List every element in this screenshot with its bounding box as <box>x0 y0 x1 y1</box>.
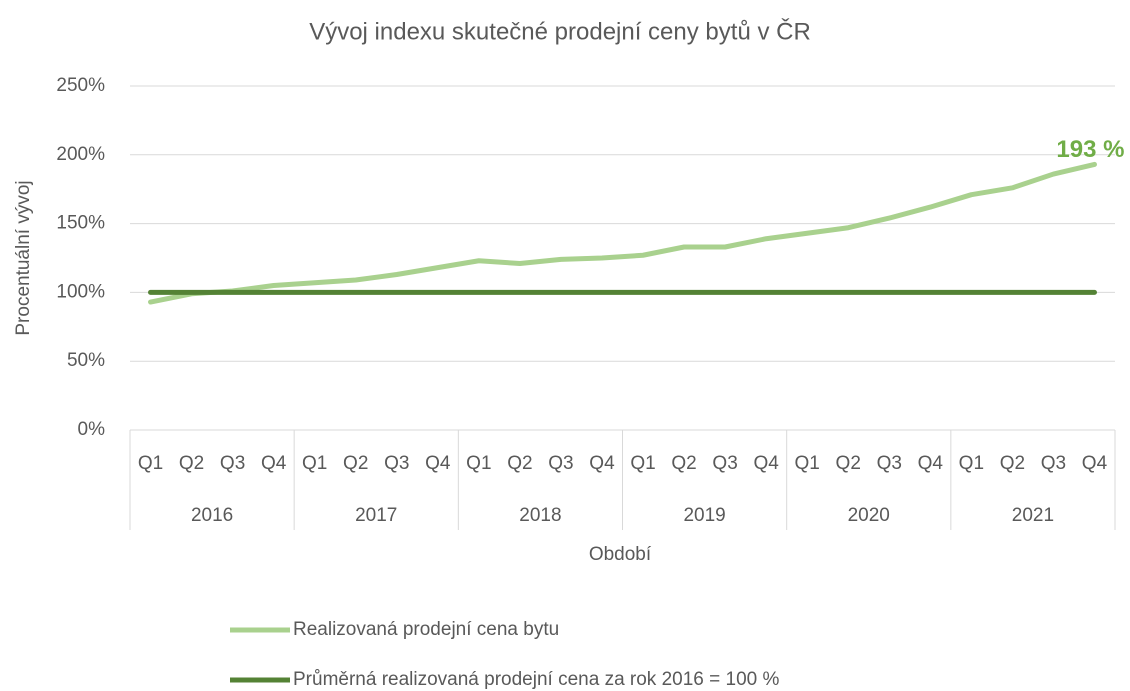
x-tick-label: Q1 <box>630 453 655 474</box>
x-tick-label: Q2 <box>343 453 368 474</box>
x-tick-label: Q4 <box>918 453 944 474</box>
x-tick-label: Q3 <box>1041 453 1066 474</box>
x-group-label: 2020 <box>848 505 890 526</box>
x-tick-label: Q4 <box>425 453 451 474</box>
x-tick-label: Q1 <box>302 453 327 474</box>
x-group-label: 2017 <box>355 505 397 526</box>
y-tick-label: 150% <box>56 213 105 234</box>
x-tick-label: Q4 <box>261 453 287 474</box>
x-tick-label: Q1 <box>795 453 820 474</box>
legend-label: Průměrná realizovaná prodejní cena za ro… <box>293 669 779 690</box>
y-tick-label: 100% <box>56 281 105 302</box>
series-line <box>148 161 1097 305</box>
x-tick-label: Q3 <box>384 453 409 474</box>
x-tick-label: Q2 <box>179 453 204 474</box>
x-group-label: 2018 <box>519 505 561 526</box>
legend-label: Realizovaná prodejní cena bytu <box>293 619 559 640</box>
x-tick-label: Q4 <box>1082 453 1108 474</box>
x-tick-label: Q2 <box>671 453 696 474</box>
x-group-label: 2016 <box>191 505 233 526</box>
x-tick-label: Q3 <box>220 453 245 474</box>
x-tick-label: Q4 <box>753 453 779 474</box>
y-tick-label: 250% <box>56 75 105 96</box>
x-tick-label: Q2 <box>507 453 532 474</box>
x-tick-label: Q1 <box>959 453 984 474</box>
x-group-label: 2019 <box>683 505 725 526</box>
x-tick-label: Q3 <box>712 453 737 474</box>
x-tick-label: Q1 <box>466 453 491 474</box>
x-group-label: 2021 <box>1012 505 1054 526</box>
y-tick-label: 0% <box>78 419 106 440</box>
x-tick-label: Q2 <box>836 453 861 474</box>
x-axis-title: Období <box>589 544 652 565</box>
x-tick-label: Q4 <box>589 453 615 474</box>
x-tick-label: Q2 <box>1000 453 1025 474</box>
x-tick-label: Q3 <box>548 453 573 474</box>
y-axis-title: Procentuální vývoj <box>13 180 34 335</box>
y-tick-label: 50% <box>67 350 105 371</box>
chart-title: Vývoj indexu skutečné prodejní ceny bytů… <box>309 17 811 45</box>
x-tick-label: Q1 <box>138 453 163 474</box>
data-label: 193 % <box>1056 136 1124 163</box>
y-tick-label: 200% <box>56 144 105 165</box>
x-tick-label: Q3 <box>877 453 902 474</box>
